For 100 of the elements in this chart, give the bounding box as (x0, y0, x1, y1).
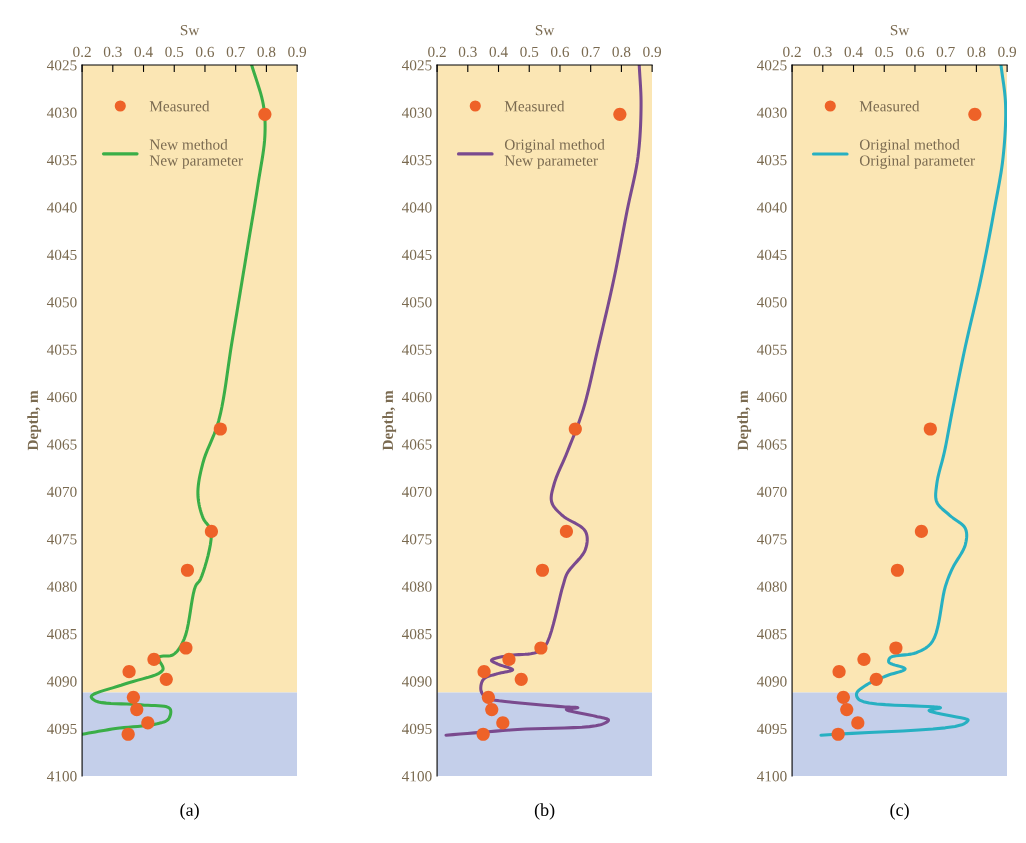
y-tick-label: 4090 (756, 676, 787, 687)
point (121, 727, 135, 741)
x-tick-label: 0.2 (783, 46, 801, 58)
x-tick-label: 0.9 (998, 46, 1017, 58)
point (923, 422, 937, 436)
x-tick-label: 0.4 (844, 46, 863, 58)
point (122, 665, 136, 679)
y-tick-label: 4025 (401, 60, 432, 71)
y-tick-label: 4045 (756, 249, 787, 261)
y-tick-label: 4030 (46, 107, 77, 118)
y-tick-label: 4100 (756, 771, 787, 782)
y-tick-label: 4085 (756, 628, 787, 640)
x-tick-label: 0.6 (196, 46, 215, 58)
y-tick-label: 4095 (401, 723, 432, 735)
point (836, 690, 850, 704)
point (890, 563, 905, 577)
x-tick-label: 0.4 (134, 46, 153, 58)
point (840, 703, 854, 717)
y-tick-label: 4060 (46, 391, 77, 403)
point (514, 672, 528, 686)
y-tick-label: 4085 (46, 628, 77, 640)
y-tick-label: 4045 (46, 249, 77, 261)
x-axis-title: Sw (535, 25, 555, 36)
point (130, 703, 144, 717)
y-tick-label: 4050 (756, 297, 787, 308)
y-tick-label: 4040 (756, 202, 787, 213)
point (476, 727, 490, 741)
y-tick-label: 4055 (401, 344, 432, 355)
x-tick-label: 0.2 (428, 46, 446, 58)
x-axis-title: Sw (180, 25, 200, 36)
y-tick-label: 4050 (46, 297, 77, 308)
y-tick-label: 4095 (756, 723, 787, 735)
y-tick-label: 4080 (401, 581, 432, 592)
y-tick-label: 4070 (46, 486, 77, 498)
x-tick-label: 0.2 (73, 46, 91, 58)
x-tick-label: 0.5 (875, 46, 894, 58)
x-tick-label: 0.3 (103, 46, 122, 58)
x-tick-label: 0.4 (489, 46, 508, 58)
legend-label: New method New parameter (149, 139, 243, 169)
point (179, 641, 193, 655)
point (889, 641, 903, 655)
point (535, 563, 550, 577)
y-tick-label: 4050 (401, 297, 432, 308)
y-tick-label: 4055 (756, 344, 787, 355)
y-tick-label: 4060 (401, 391, 432, 403)
y-tick-label: 4100 (401, 771, 432, 782)
y-tick-label: 4065 (46, 439, 77, 450)
y-tick-label: 4065 (401, 439, 432, 450)
x-tick-label: 0.9 (643, 46, 662, 58)
legend-label: Measured (149, 100, 210, 112)
x-tick-label: 0.3 (458, 46, 477, 58)
point (534, 641, 548, 655)
y-axis-title: Depth, m (382, 390, 397, 451)
text: (a) (180, 803, 199, 820)
x-tick-label: 0.7 (936, 46, 955, 58)
legend-label: Measured (859, 100, 920, 112)
y-tick-label: 4100 (46, 771, 77, 782)
y-tick-label: 4075 (46, 534, 77, 545)
text: (c) (890, 803, 909, 820)
y-axis-title: Depth, m (737, 390, 752, 451)
y-tick-label: 4070 (756, 486, 787, 498)
point (213, 422, 227, 436)
x-tick-label: 0.8 (257, 46, 276, 58)
point (141, 716, 155, 730)
y-tick-label: 4035 (756, 154, 787, 166)
x-tick-label: 0.3 (813, 46, 832, 58)
legend-label: Measured (504, 100, 565, 112)
text: (b) (534, 803, 555, 820)
y-axis-title: Depth, m (27, 390, 42, 451)
y-tick-label: 4085 (401, 628, 432, 640)
point (831, 727, 845, 741)
y-tick-label: 4075 (756, 534, 787, 545)
point (613, 107, 627, 121)
y-tick-label: 4025 (756, 60, 787, 71)
point (481, 690, 495, 704)
x-tick-label: 0.9 (288, 46, 307, 58)
y-tick-label: 4080 (756, 581, 787, 592)
y-tick-label: 4035 (46, 154, 77, 166)
point (485, 703, 499, 717)
point (180, 563, 195, 577)
x-tick-label: 0.7 (226, 46, 245, 58)
y-tick-label: 4030 (756, 107, 787, 118)
point (851, 716, 865, 730)
legend-label: Original method New parameter (504, 139, 605, 169)
y-tick-label: 4090 (401, 676, 432, 687)
y-tick-label: 4045 (401, 249, 432, 261)
x-tick-label: 0.8 (612, 46, 631, 58)
point (258, 107, 272, 121)
y-tick-label: 4060 (756, 391, 787, 403)
y-tick-label: 4055 (46, 344, 77, 355)
y-tick-label: 4095 (46, 723, 77, 735)
x-tick-label: 0.6 (905, 46, 925, 58)
point (126, 690, 140, 704)
point (477, 665, 491, 679)
point (832, 665, 846, 679)
y-tick-label: 4080 (46, 581, 77, 592)
x-tick-label: 0.8 (967, 46, 986, 58)
y-tick-label: 4025 (46, 60, 77, 71)
y-tick-label: 4065 (756, 439, 787, 450)
x-axis-title: Sw (890, 25, 910, 36)
